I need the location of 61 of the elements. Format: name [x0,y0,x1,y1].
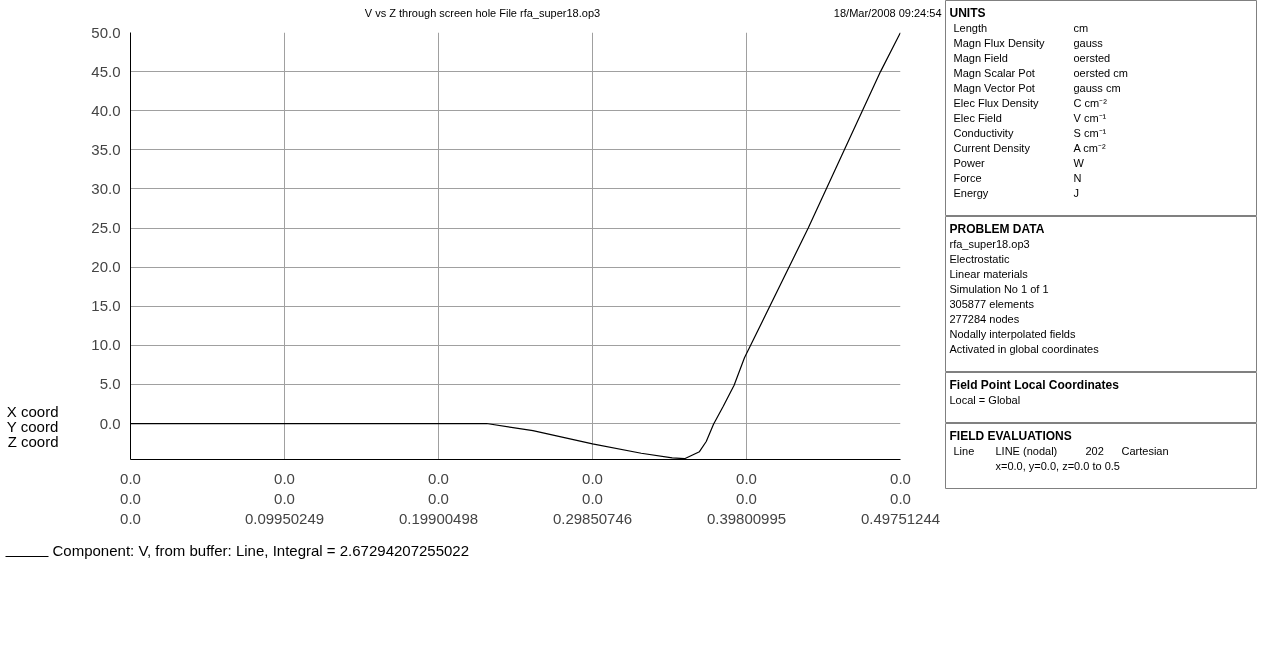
x-tick-label: 0.49751244 [860,510,941,528]
text: 0.0 [736,469,757,487]
text: Power W [953,156,1084,169]
text: 0.0 [736,489,757,507]
text: Energy J [953,186,1079,199]
line-series [130,32,901,460]
text: 0.0 [890,469,911,487]
y-tick-label: 35.0 [91,140,121,158]
text: Activated in global coordinates [949,342,1100,355]
y-tick-label: 40.0 [91,101,121,119]
text: Length cm [953,21,1089,34]
text: 0.0 [274,469,295,487]
x-tick-label: 0.19900498 [398,510,479,528]
text: 18/Mar/2008 09:24:54 [833,6,942,19]
y-tick-label: 45.0 [91,62,121,80]
text: rfa_super18.op3 [949,237,1030,250]
chart-title: V vs Z through screen hole File rfa_super18.op3 [364,6,601,19]
text: Elec Field V cm⁻¹ [953,111,1107,124]
x-tick-label: 0.09950249 [244,510,325,528]
text: 0.0 [120,489,141,507]
text: 277284 nodes [949,312,1020,325]
x-tick-label: 0.29850746 [552,510,633,528]
text: X coord [6,403,59,421]
text: 0.0 [274,489,295,507]
text: Local = Global [949,393,1021,406]
y-tick-label: 0.0 [99,414,121,432]
text: Conductivity S cm⁻¹ [953,126,1107,139]
x-tick-label: 0.0 [120,510,141,528]
text: Nodally interpolated fields [949,327,1076,340]
y-tick-label: 10.0 [91,336,121,354]
y-tick-label: 20.0 [91,258,121,276]
text: 0.0 [582,489,603,507]
y-tick-label: 25.0 [91,219,121,237]
x-tick-label: 0.39800995 [706,510,787,528]
text: Line LINE (nodal) 202 Cartesian [953,444,1169,457]
text: Magn Field oersted [953,51,1111,64]
text: Magn Flux Density gauss [953,36,1103,49]
text: Simulation No 1 of 1 [949,282,1049,295]
text: Current Density A cm⁻² [953,141,1106,154]
text: PROBLEM DATA [949,221,1045,236]
text: 0.0 [120,469,141,487]
text: Elec Flux Density C cm⁻² [953,96,1107,109]
legend-label: Component: V, from buffer: Line, Integral = 2.67294207255022 [52,542,470,559]
text: 0.0 [582,469,603,487]
text: UNITS [949,5,986,20]
text: Linear materials [949,267,1029,280]
text: 0.0 [890,489,911,507]
text: Electrostatic [949,252,1010,265]
text: Magn Scalar Pot oersted cm [953,66,1128,79]
y-tick-label: 5.0 [99,375,121,393]
text: 0.0 [428,489,449,507]
text: Force N [953,171,1082,184]
y-tick-label: 50.0 [91,23,121,41]
text: FIELD EVALUATIONS [949,428,1072,443]
text: 0.0 [428,469,449,487]
text: 305877 elements [949,297,1035,310]
y-tick-label: 15.0 [91,297,121,315]
y-tick-label: 30.0 [91,179,121,197]
text: x=0.0, y=0.0, z=0.0 to 0.5 [995,459,1120,472]
text: Magn Vector Pot gauss cm [953,81,1121,94]
text: Field Point Local Coordinates [949,377,1120,392]
